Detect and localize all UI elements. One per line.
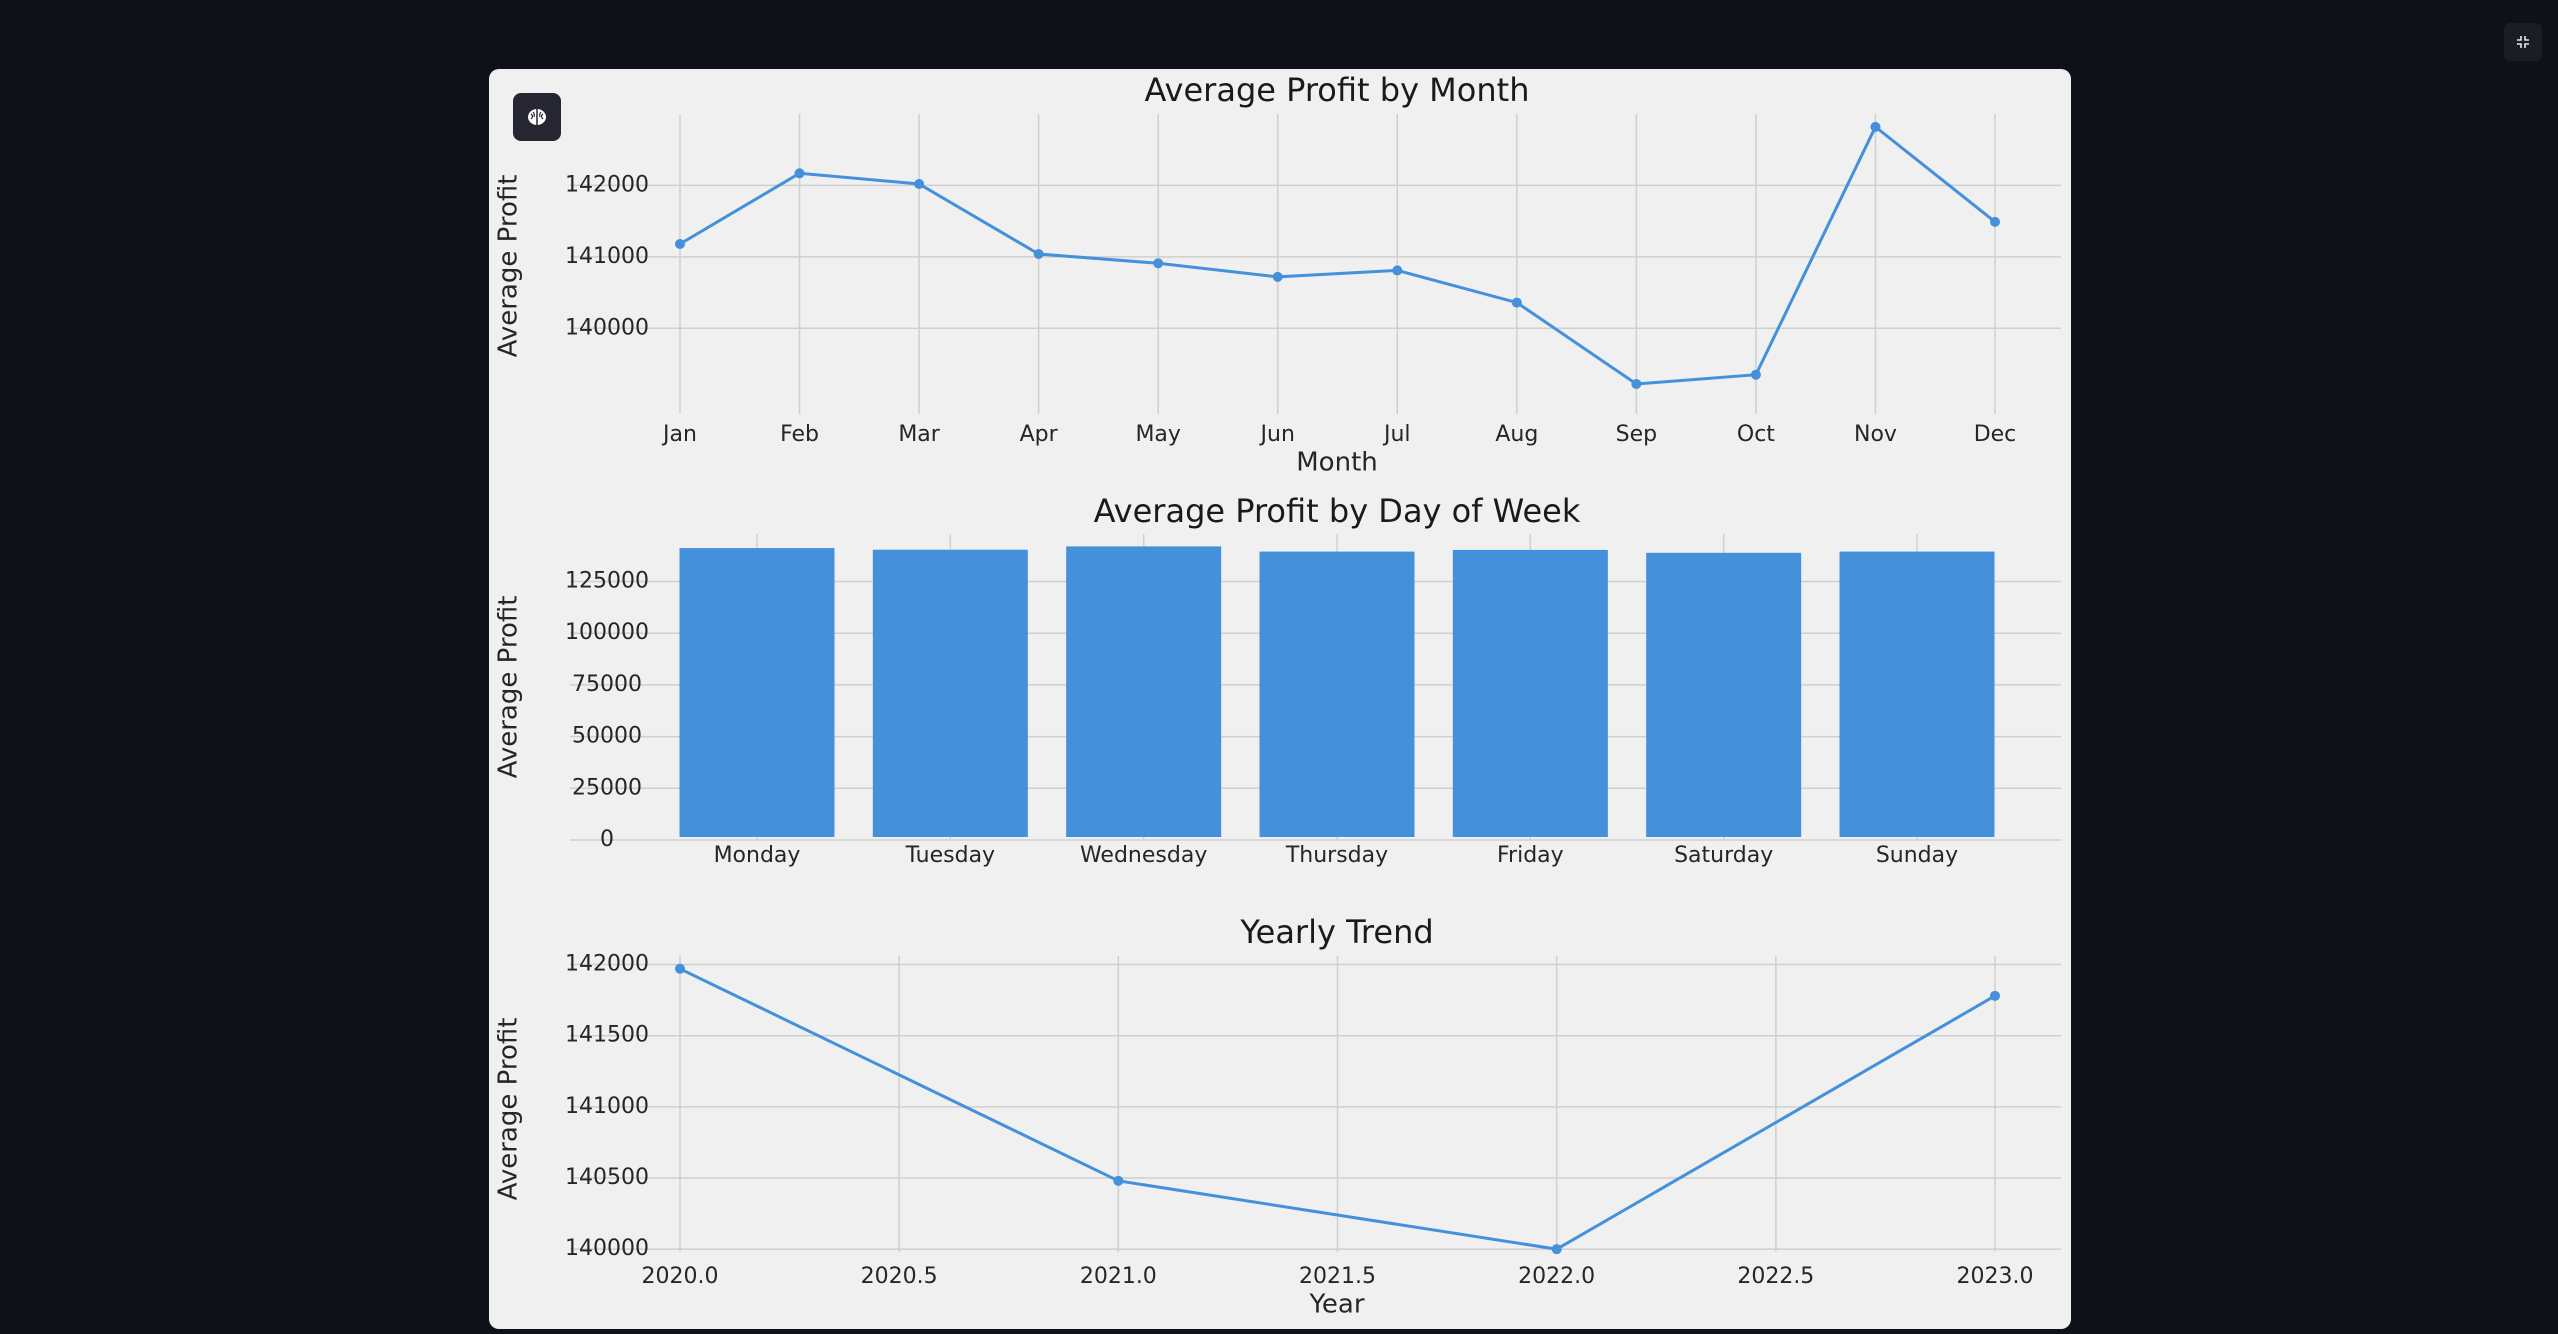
data-point [1750,369,1761,380]
data-point [1511,297,1522,308]
x-tick-label: 2023.0 [1957,1264,2034,1289]
data-point [1631,379,1642,389]
x-tick-label: Sunday [1876,843,1958,868]
series-layer [675,963,2000,1255]
x-axis-label: Month [1296,448,1378,478]
x-tick-label: Nov [1854,422,1897,447]
chart-title: Yearly Trend [1239,913,1433,951]
chart-panel: Average Profit by Month Average Profit M… [489,69,2071,1329]
y-axis-label: Average Profit [494,175,524,358]
x-tick-label: Feb [780,422,819,447]
data-point [675,239,685,249]
y-axis-label: Average Profit [494,1018,524,1201]
x-axis-label: Year [1308,1290,1364,1320]
y-tick-label: 75000 [572,672,642,697]
brain-button[interactable] [513,93,561,141]
x-tick-label: Tuesday [905,843,996,868]
bar [1646,552,1802,837]
x-tick-labels: Monday Tuesday Wednesday Thursday Friday Satu… [714,843,1959,868]
y-tick-label: 142000 [565,952,649,977]
x-tick-label: Monday [714,843,801,868]
x-tick-label: Apr [1020,422,1059,447]
series-line [679,967,1996,1251]
data-point [1392,265,1403,276]
y-tick-label: 141000 [565,244,649,269]
bar [872,549,1028,837]
exit-fullscreen-button[interactable] [2504,23,2542,61]
x-tick-label: Jun [1259,422,1295,447]
bar [679,548,835,837]
y-tick-label: 140500 [565,1165,649,1190]
x-tick-labels: 2020.0 2020.5 2021.0 2021.5 2022.0 2022.5 2023… [642,1264,2034,1289]
x-tick-label: Dec [1974,422,2017,447]
y-tick-labels: 140000 140500 141000 141500 142000 [565,952,649,1262]
x-tick-label: Aug [1495,422,1538,447]
x-tick-label: 2022.0 [1518,1264,1595,1289]
x-tick-label: 2020.5 [861,1264,938,1289]
x-tick-label: Thursday [1285,843,1388,868]
bar [1452,549,1608,837]
data-point [1272,271,1283,282]
chart-monthly: Average Profit by Month Average Profit M… [494,71,2061,478]
x-tick-label: May [1135,422,1180,447]
bar [1259,551,1415,837]
bar [1839,551,1995,837]
chart-weekday: Average Profit by Day of Week Average Pr… [494,492,2061,868]
gridlines [570,114,2061,414]
chart-yearly: Yearly Trend Average Profit Year 1400001… [494,913,2061,1320]
x-tick-label: Oct [1737,422,1775,447]
data-point [1153,258,1164,269]
chart-title: Average Profit by Day of Week [1094,492,1581,530]
y-tick-labels: 0 25000 50000 75000 100000 125000 [565,569,649,852]
x-tick-label: Wednesday [1080,843,1207,868]
y-tick-label: 141000 [565,1094,649,1119]
x-tick-label: Saturday [1674,843,1773,868]
y-tick-label: 140000 [565,315,649,340]
data-point [1870,121,1881,132]
charts-canvas: Average Profit by Month Average Profit M… [494,71,2061,1320]
data-point [675,963,685,974]
y-tick-labels: 140000 141000 142000 [565,172,649,340]
x-tick-label: Jan [661,422,697,447]
brain-icon [528,109,546,125]
data-point [1551,1244,1562,1255]
y-tick-label: 25000 [572,775,642,800]
x-tick-label: Friday [1497,843,1564,868]
data-point [1033,249,1044,259]
x-tick-label: 2020.0 [642,1264,719,1289]
y-tick-label: 140000 [565,1236,649,1261]
y-tick-label: 50000 [572,724,642,749]
bar-layer [679,546,1995,837]
bar [1066,546,1222,837]
x-tick-label: 2022.5 [1737,1264,1814,1289]
data-point [914,179,925,189]
x-tick-labels: Jan Feb Mar Apr May Jun Jul Aug Sep Oct Nov Dec [661,422,2016,447]
data-point [1113,1175,1124,1186]
x-tick-label: Jul [1382,422,1411,447]
data-point [1990,216,2000,227]
series-layer [675,121,2000,389]
y-tick-label: 100000 [565,620,649,645]
y-tick-label: 125000 [565,569,649,594]
exit-fullscreen-icon [2517,36,2529,48]
data-point [1990,990,2000,1001]
x-tick-label: Sep [1616,422,1657,447]
y-tick-label: 0 [600,827,614,852]
data-point [794,168,805,179]
y-tick-label: 142000 [565,172,649,197]
gridlines [570,956,2061,1252]
x-tick-label: 2021.5 [1299,1264,1376,1289]
x-tick-label: 2021.0 [1080,1264,1157,1289]
chart-title: Average Profit by Month [1145,71,1530,109]
x-tick-label: Mar [898,422,940,447]
series-line [679,124,1996,386]
y-tick-label: 141500 [565,1023,649,1048]
y-axis-label: Average Profit [494,596,524,779]
